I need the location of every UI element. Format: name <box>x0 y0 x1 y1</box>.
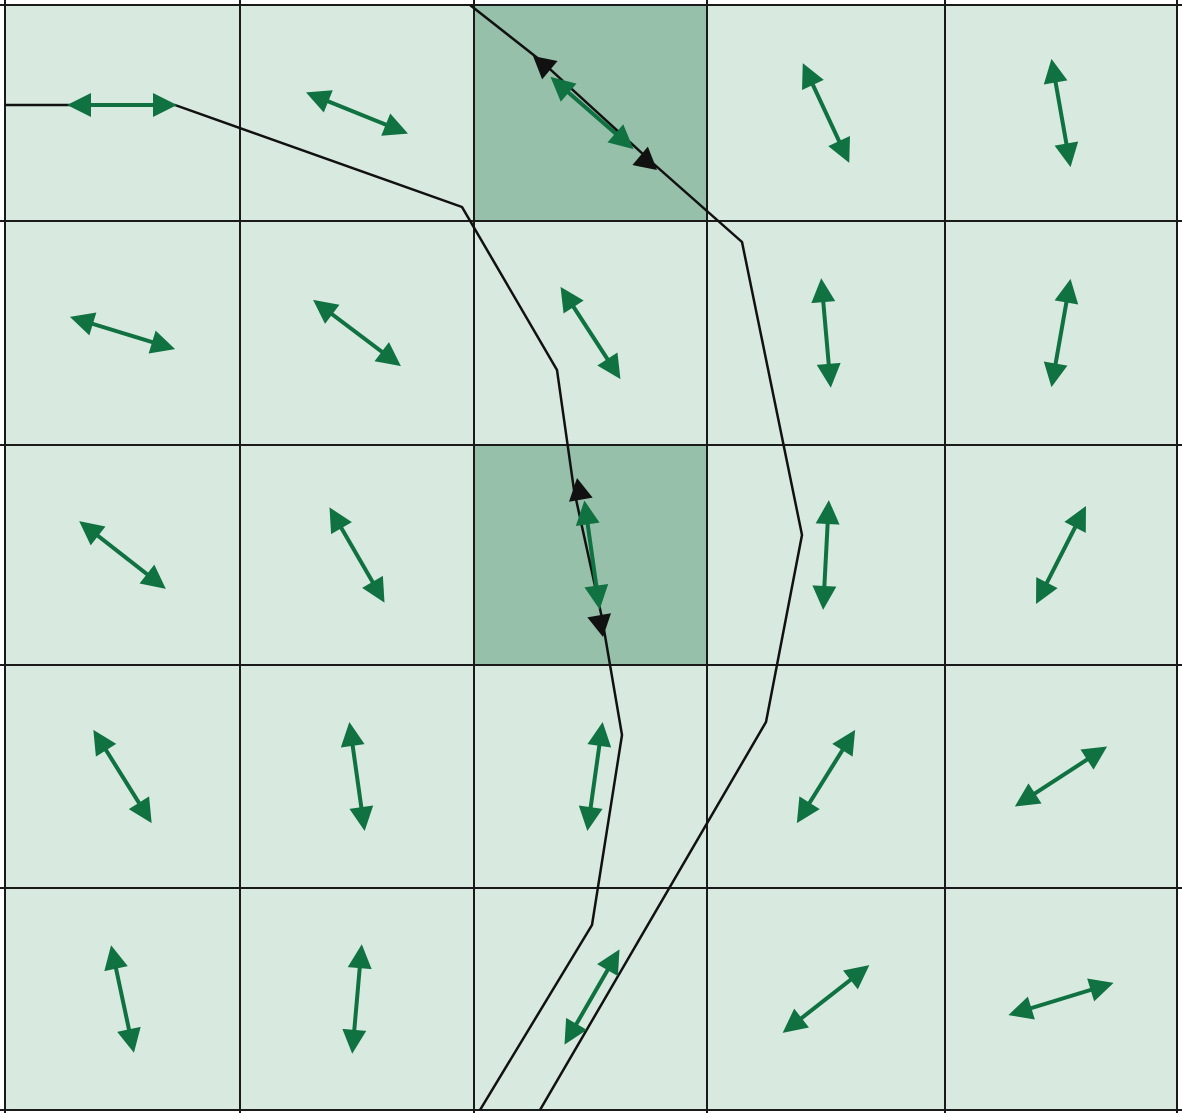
grid-cell <box>5 5 240 221</box>
grid-cell <box>474 665 707 888</box>
